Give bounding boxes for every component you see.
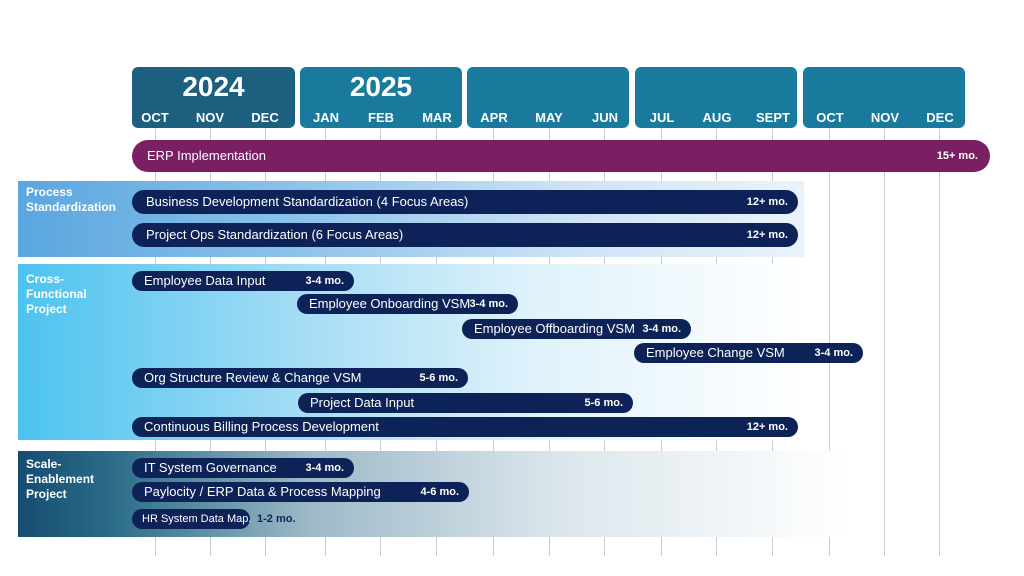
bar-label: Employee Data Input: [144, 273, 266, 288]
bar-project-data-input: Project Data Input 5-6 mo.: [298, 393, 633, 413]
bar-continuous-billing: Continuous Billing Process Development 1…: [132, 417, 798, 437]
bar-employee-onboarding-vsm: Employee Onboarding VSM 3-4 mo.: [297, 294, 518, 314]
bar-duration: 3-4 mo.: [469, 298, 508, 310]
bar-label: Org Structure Review & Change VSM: [144, 370, 362, 385]
quarter-header-q4-2025: [803, 67, 965, 128]
bar-employee-change-vsm: Employee Change VSM 3-4 mo.: [634, 343, 863, 363]
bar-label: HR System Data Map.: [142, 513, 252, 525]
month-label: NOV: [870, 110, 900, 125]
bar-paylocity-erp-mapping: Paylocity / ERP Data & Process Mapping 4…: [132, 482, 469, 502]
bar-employee-data-input: Employee Data Input 3-4 mo.: [132, 271, 354, 291]
month-label: JUL: [649, 110, 675, 125]
bar-duration: 15+ mo.: [936, 150, 978, 162]
bar-label: Paylocity / ERP Data & Process Mapping: [144, 484, 381, 499]
month-label: SEPT: [756, 110, 790, 125]
month-label: OCT: [816, 110, 844, 125]
bar-duration: 3-4 mo.: [814, 347, 853, 359]
year-label: 2025: [349, 71, 413, 102]
bar-label: ERP Implementation: [147, 148, 266, 163]
bar-duration: 12+ mo.: [746, 421, 788, 433]
quarter-header-q2-2025: [467, 67, 629, 128]
month-label: DEC: [926, 110, 954, 125]
bar-business-development-standardization: Business Development Standardization (4 …: [132, 190, 798, 214]
bar-duration: 3-4 mo.: [642, 323, 681, 335]
month-label: FEB: [368, 110, 394, 125]
bar-duration: 3-4 mo.: [305, 462, 344, 474]
bar-duration: 12+ mo.: [746, 229, 788, 241]
bar-org-structure-review: Org Structure Review & Change VSM 5-6 mo…: [132, 368, 468, 388]
section-title: Scale-Enablement Project: [26, 457, 95, 501]
month-label: JAN: [312, 110, 339, 125]
bar-duration: 5-6 mo.: [584, 397, 623, 409]
bar-label: Project Ops Standardization (6 Focus Are…: [146, 227, 404, 242]
bar-duration: 12+ mo.: [746, 196, 788, 208]
year-header-2024: 2024: [132, 67, 295, 128]
section-title: Process Standardization: [26, 185, 117, 214]
bar-label: Employee Change VSM: [646, 345, 785, 360]
bar-label: Continuous Billing Process Development: [144, 419, 379, 434]
month-label: MAR: [422, 110, 452, 125]
bar-hr-system-data-map: HR System Data Map.: [132, 509, 252, 529]
month-label: APR: [480, 110, 508, 125]
month-label: DEC: [251, 110, 279, 125]
bar-label: Employee Offboarding VSM: [474, 321, 635, 336]
bar-employee-offboarding-vsm: Employee Offboarding VSM 3-4 mo.: [462, 319, 691, 339]
bar-label: Employee Onboarding VSM: [309, 296, 471, 311]
month-label: OCT: [141, 110, 169, 125]
bar-it-system-governance: IT System Governance 3-4 mo.: [132, 458, 354, 478]
section-title: Cross-Functional Project: [26, 272, 87, 316]
year-label: 2024: [182, 71, 245, 102]
year-header-2025: 2025: [300, 67, 462, 128]
bar-duration: 1-2 mo.: [257, 513, 296, 525]
bar-label: Project Data Input: [310, 395, 415, 410]
bar-duration: 3-4 mo.: [305, 275, 344, 287]
quarter-header-q3-2025: [635, 67, 797, 128]
bar-project-ops-standardization: Project Ops Standardization (6 Focus Are…: [132, 223, 798, 247]
month-label: NOV: [195, 110, 225, 125]
month-label: MAY: [535, 110, 563, 125]
bar-duration: 5-6 mo.: [419, 372, 458, 384]
bar-label: IT System Governance: [144, 460, 277, 475]
bar-label: Business Development Standardization (4 …: [146, 194, 469, 209]
erp-implementation-bar: ERP Implementation 15+ mo.: [132, 140, 990, 172]
month-label: AUG: [702, 110, 732, 125]
bar-duration: 4-6 mo.: [420, 486, 459, 498]
month-label: JUN: [591, 110, 618, 125]
